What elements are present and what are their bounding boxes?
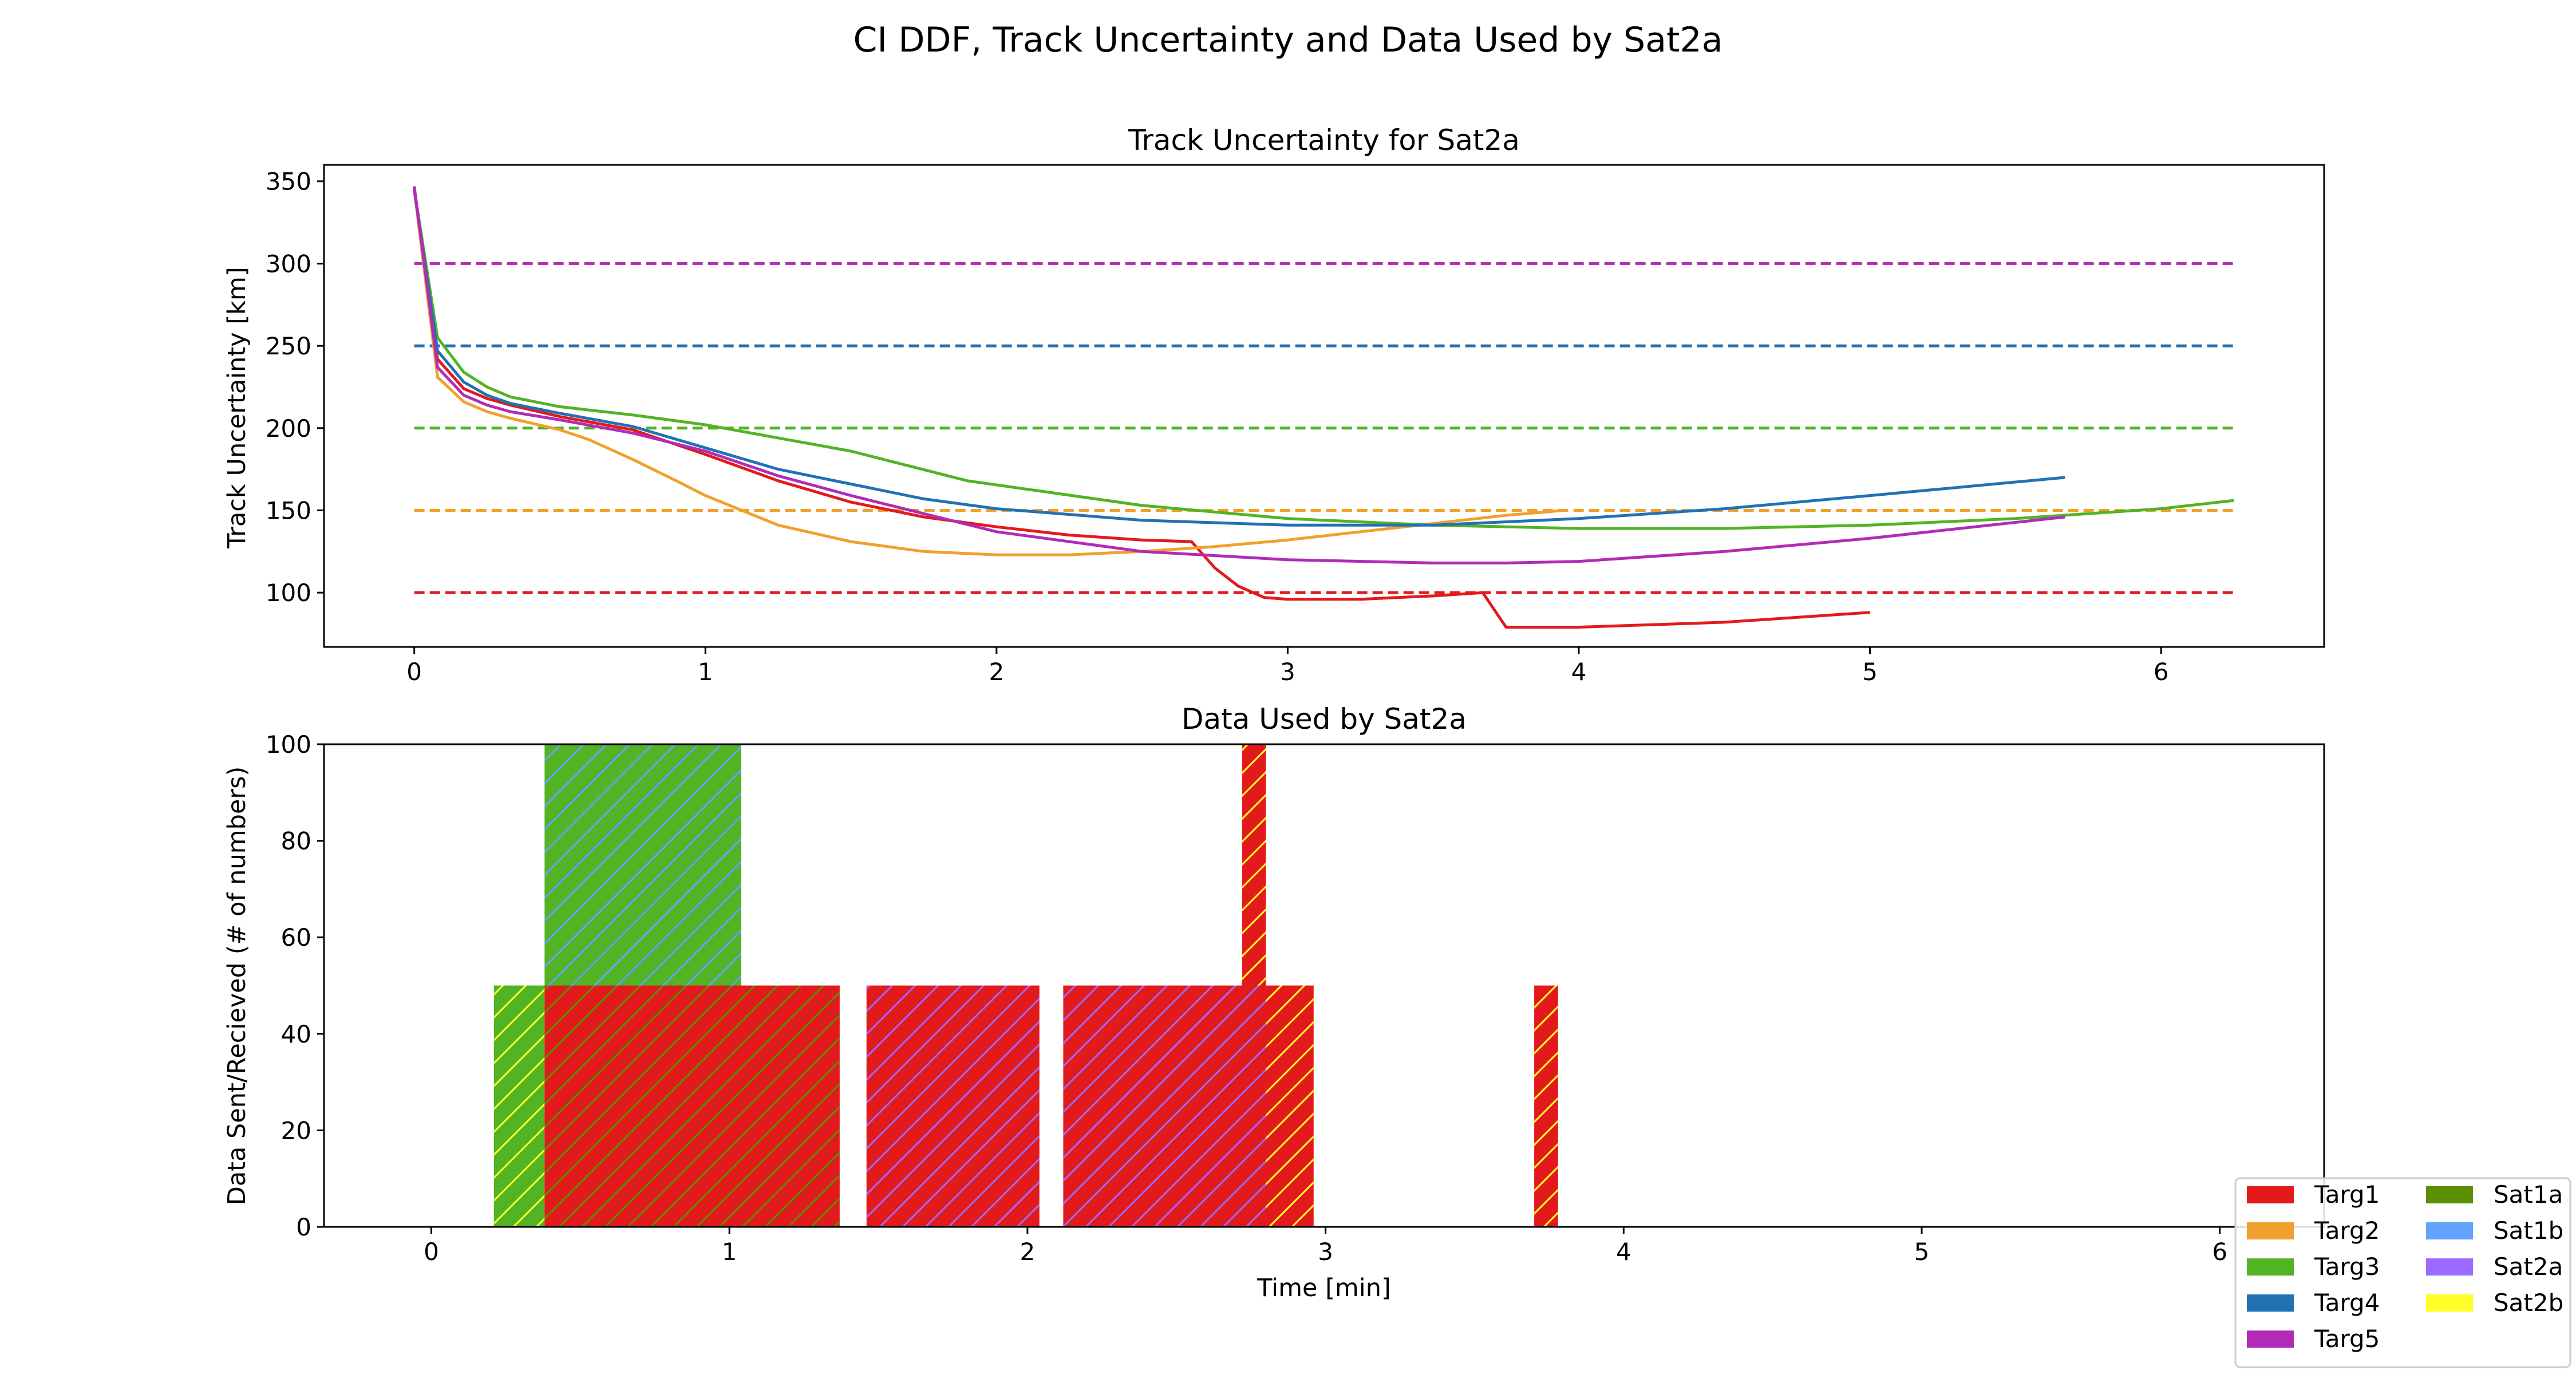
legend-swatch bbox=[2247, 1186, 2294, 1203]
legend-item-targ2: Targ2 bbox=[2247, 1217, 2380, 1245]
legend-frame bbox=[2234, 1177, 2571, 1368]
legend-label: Targ3 bbox=[2314, 1253, 2380, 1281]
legend-item-targ5: Targ5 bbox=[2247, 1325, 2380, 1353]
legend-label: Targ5 bbox=[2314, 1325, 2380, 1353]
data-used-axes: Data Used by Sat2a Data Sent/Recieved (#… bbox=[223, 702, 2325, 1302]
data-bar-targ3 bbox=[544, 744, 742, 986]
data-bar-targ1 bbox=[866, 985, 1040, 1227]
y-tick-label: 300 bbox=[266, 250, 311, 278]
series-line-targ2 bbox=[413, 189, 1564, 556]
legend-label: Targ4 bbox=[2314, 1289, 2380, 1317]
track-uncertainty-axes: Track Uncertainty for Sat2a Track Uncert… bbox=[223, 124, 2325, 686]
data-bar-targ1 bbox=[1266, 985, 1314, 1227]
x-tick-label: 2 bbox=[1020, 1238, 1036, 1266]
legend-label: Sat1b bbox=[2494, 1217, 2563, 1245]
legend-label: Targ1 bbox=[2314, 1180, 2380, 1209]
legend-item-sat2b: Sat2b bbox=[2426, 1289, 2563, 1317]
series-line-targ1 bbox=[413, 189, 1870, 629]
x-tick-label: 4 bbox=[1571, 658, 1587, 686]
series-line-targ4 bbox=[413, 189, 2065, 527]
x-tick-label: 2 bbox=[989, 658, 1004, 686]
data-used-xlabel: Time [min] bbox=[1257, 1274, 1391, 1302]
data-used-ylabel: Data Sent/Recieved (# of numbers) bbox=[223, 767, 251, 1206]
data-bar-targ1 bbox=[544, 985, 840, 1227]
x-tick-label: 3 bbox=[1318, 1238, 1333, 1266]
legend-swatch bbox=[2247, 1330, 2294, 1348]
x-tick-label: 3 bbox=[1280, 658, 1295, 686]
figure-suptitle: CI DDF, Track Uncertainty and Data Used … bbox=[854, 20, 1723, 60]
series-line-targ3 bbox=[413, 189, 2234, 530]
x-tick-label: 6 bbox=[2154, 658, 2169, 686]
x-tick-label: 0 bbox=[406, 658, 422, 686]
x-tick-label: 1 bbox=[698, 658, 713, 686]
legend-label: Targ2 bbox=[2314, 1217, 2380, 1245]
x-tick-label: 1 bbox=[722, 1238, 737, 1266]
plot-frame bbox=[323, 743, 2325, 1228]
legend-swatch bbox=[2426, 1294, 2473, 1312]
y-tick-label: 100 bbox=[266, 579, 311, 607]
y-tick-label: 60 bbox=[281, 923, 311, 951]
y-ticks: 0 20 40 60 80 100 bbox=[266, 731, 324, 1241]
y-tick-label: 200 bbox=[266, 414, 311, 443]
x-tick-label: 6 bbox=[2212, 1238, 2227, 1266]
uncertainty-series bbox=[413, 186, 2234, 629]
data-bar-targ1 bbox=[1534, 985, 1558, 1227]
data-bars bbox=[493, 744, 1558, 1227]
legend-swatch bbox=[2247, 1222, 2294, 1239]
data-bar-targ3 bbox=[493, 985, 545, 1227]
track-uncertainty-ylabel: Track Uncertainty [km] bbox=[223, 267, 251, 548]
y-tick-label: 20 bbox=[281, 1116, 311, 1144]
y-tick-label: 100 bbox=[266, 731, 311, 759]
x-tick-label: 4 bbox=[1616, 1238, 1631, 1266]
legend-label: Sat2b bbox=[2494, 1289, 2563, 1317]
legend-item-sat2a: Sat2a bbox=[2426, 1253, 2563, 1281]
data-used-title: Data Used by Sat2a bbox=[1182, 702, 1467, 736]
x-ticks: 0 1 2 3 4 5 6 bbox=[406, 647, 2169, 686]
y-tick-label: 80 bbox=[281, 827, 311, 855]
series-line-targ5 bbox=[413, 186, 2065, 564]
threshold-lines bbox=[414, 262, 2234, 594]
legend-item-targ4: Targ4 bbox=[2247, 1289, 2380, 1317]
data-bar-targ1 bbox=[1242, 744, 1266, 986]
legend-label: Sat1a bbox=[2494, 1180, 2563, 1209]
legend-swatch bbox=[2426, 1222, 2473, 1239]
y-tick-label: 150 bbox=[266, 496, 311, 524]
x-tick-label: 0 bbox=[424, 1238, 439, 1266]
x-ticks: 0 1 2 3 4 5 6 bbox=[424, 1227, 2227, 1266]
legend-swatch bbox=[2247, 1258, 2294, 1276]
legend-item-targ3: Targ3 bbox=[2247, 1253, 2380, 1281]
x-tick-label: 5 bbox=[1914, 1238, 1930, 1266]
legend-item-sat1b: Sat1b bbox=[2426, 1217, 2563, 1245]
legend-label: Sat2a bbox=[2494, 1253, 2563, 1281]
y-tick-label: 350 bbox=[266, 168, 311, 196]
y-tick-label: 250 bbox=[266, 332, 311, 360]
legend-swatch bbox=[2247, 1294, 2294, 1312]
plot-frame bbox=[323, 164, 2325, 648]
y-ticks: 100 150 200 250 300 350 bbox=[266, 168, 324, 607]
legend-swatch bbox=[2426, 1258, 2473, 1276]
y-tick-label: 0 bbox=[296, 1213, 311, 1241]
x-tick-label: 5 bbox=[1862, 658, 1878, 686]
track-uncertainty-title: Track Uncertainty for Sat2a bbox=[1128, 124, 1520, 157]
data-bar-targ1 bbox=[1063, 985, 1266, 1227]
legend: Targ1 Targ2 Targ3 Targ4 Targ5 Sat1a Sat1b Sat2a… bbox=[2234, 1177, 2571, 1368]
y-tick-label: 40 bbox=[281, 1020, 311, 1048]
legend-swatch bbox=[2426, 1186, 2473, 1203]
legend-item-sat1a: Sat1a bbox=[2426, 1180, 2563, 1209]
legend-item-targ1: Targ1 bbox=[2247, 1180, 2380, 1209]
